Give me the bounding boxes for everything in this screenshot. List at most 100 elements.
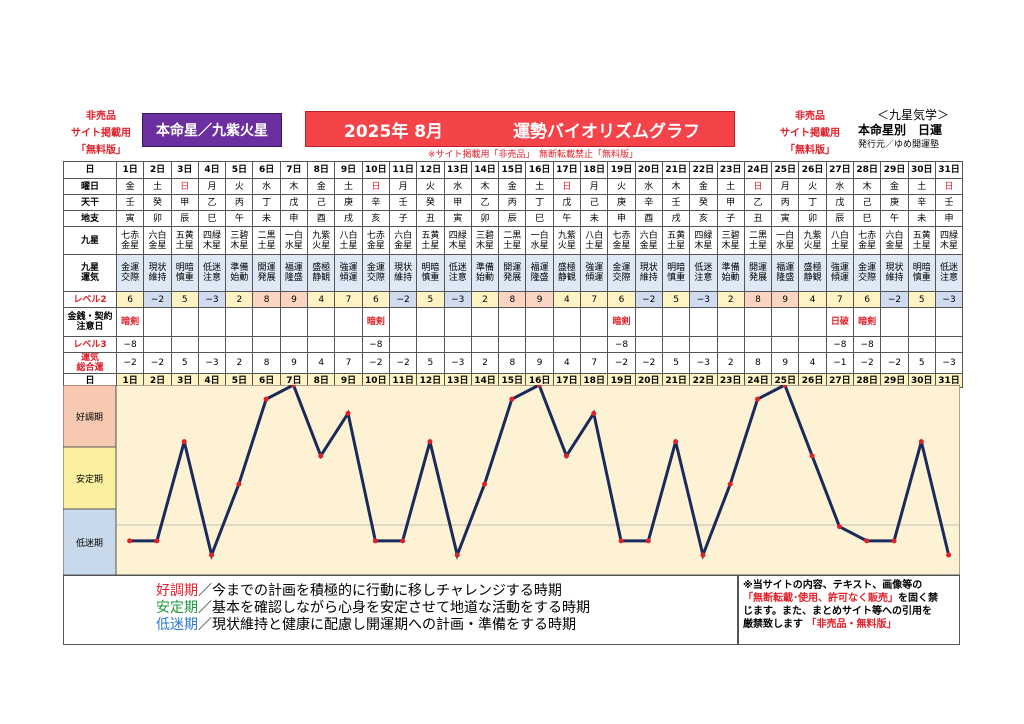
weekday-cell: 土 (907, 178, 936, 195)
right-note-line: 非売品 (795, 111, 825, 122)
weekday-cell: 木 (853, 178, 882, 195)
total-cell: 4 (798, 352, 827, 374)
money-cell (689, 307, 718, 337)
notice: ※サイト掲載用「非売品」 無断転載禁止「無料版」 (428, 150, 639, 160)
unki-cell: 現状 維持 (880, 254, 909, 292)
level3-cell (498, 336, 527, 353)
legend-term: 安定期 (156, 600, 198, 616)
day-cell: 8日 (307, 161, 336, 179)
weekday-cell: 金 (115, 178, 145, 195)
row-label-money: 金銭・契約 注意日 (63, 307, 117, 337)
day-cell: 24日 (743, 161, 773, 179)
level2-cell: 8 (743, 291, 773, 308)
shi-cell: 辰 (170, 210, 199, 227)
money-cell (771, 307, 800, 337)
kan-cell: 甲 (170, 194, 199, 211)
level2-cell: 7 (580, 291, 609, 308)
level3-cell (634, 336, 663, 353)
day2-cell: 20日 (634, 373, 663, 388)
money-cell (334, 307, 363, 337)
kan-cell: 辛 (634, 194, 663, 211)
kan-cell: 壬 (661, 194, 691, 211)
level2-cell: −2 (634, 291, 663, 308)
weekday-cell: 土 (143, 178, 172, 195)
day-cell: 21日 (661, 161, 691, 179)
data-point (154, 538, 160, 544)
kan-cell: 壬 (388, 194, 418, 211)
total-cell: 9 (279, 352, 309, 374)
unki-cell: 低迷 注意 (443, 254, 472, 292)
data-point (727, 481, 733, 487)
data-point (263, 396, 269, 402)
money-cell (470, 307, 500, 337)
level3-cell (525, 336, 554, 353)
data-point (318, 453, 324, 459)
kyusei-cell: 三碧 木星 (225, 226, 254, 255)
total-cell: 5 (661, 352, 691, 374)
legend-text: ／基本を確認しながら心身を安定させて地道な活動をする時期 (198, 600, 590, 616)
level2-cell: 9 (279, 291, 309, 308)
kyusei-cell: 二黒 土星 (252, 226, 281, 255)
unki-cell: 盛極 静観 (552, 254, 582, 292)
kan-cell: 戊 (552, 194, 582, 211)
band-label: 安定期 (76, 473, 103, 485)
shi-cell: 未 (252, 210, 281, 227)
data-point (400, 538, 406, 544)
unki-cell: 金運 交際 (115, 254, 145, 292)
money-cell: 日破 (825, 307, 855, 337)
shi-cell: 酉 (307, 210, 336, 227)
level2-cell: 9 (525, 291, 554, 308)
data-point (618, 538, 624, 544)
day2-cell: 25日 (771, 373, 800, 388)
unki-cell: 準備 始動 (716, 254, 745, 292)
day-cell: 10日 (361, 161, 390, 179)
kan-cell: 庚 (880, 194, 909, 211)
level3-cell (225, 336, 254, 353)
data-point (864, 538, 870, 544)
data-point (427, 439, 433, 445)
day-cell: 29日 (880, 161, 909, 179)
weekday-cell: 月 (388, 178, 418, 195)
kyusei-cell: 二黒 土星 (743, 226, 773, 255)
day2-cell: 4日 (197, 373, 227, 388)
kan-cell: 乙 (470, 194, 500, 211)
kan-cell: 庚 (334, 194, 363, 211)
level3-cell (880, 336, 909, 353)
weekday-cell: 水 (825, 178, 855, 195)
total-cell: −2 (115, 352, 145, 374)
level2-cell: 4 (798, 291, 827, 308)
unki-cell: 盛極 静観 (798, 254, 827, 292)
band-label: 好調期 (76, 411, 103, 423)
day-cell: 6日 (252, 161, 281, 179)
copyright-line: 「無断転載･使用、許可なく販売」を固く禁 (743, 592, 955, 605)
money-cell (498, 307, 527, 337)
day-cell: 15日 (498, 161, 527, 179)
data-point (236, 481, 242, 487)
total-cell: −2 (361, 352, 390, 374)
data-point (563, 453, 569, 459)
data-point (836, 524, 842, 530)
kyusei-cell: 九紫 火星 (798, 226, 827, 255)
level3-cell (334, 336, 363, 353)
legend-text: ／今までの計画を積極的に行動に移しチャレンジする時期 (198, 583, 562, 599)
title-year: 2025年 8月 (344, 121, 444, 142)
unki-cell: 現状 維持 (388, 254, 418, 292)
copyright-red: 「非売品・無料版」 (806, 619, 897, 630)
weekday-cell: 土 (716, 178, 745, 195)
legend-text: ／現状維持と健康に配慮し開運期への計画・準備をする時期 (198, 617, 576, 633)
level3-cell (388, 336, 418, 353)
day-cell: 1日 (115, 161, 145, 179)
level2-cell: 4 (307, 291, 336, 308)
kyusei-cell: 七赤 金星 (607, 226, 636, 255)
shi-cell: 午 (552, 210, 582, 227)
band-label: 低迷期 (76, 537, 103, 549)
copyright-line: 厳禁致します 「非売品・無料版」 (743, 618, 955, 631)
money-cell (197, 307, 227, 337)
kan-cell: 己 (307, 194, 336, 211)
shi-cell: 卯 (470, 210, 500, 227)
data-point (700, 552, 706, 558)
copyright-red: 「無断転載･使用、許可なく販売」 (743, 593, 898, 604)
shi-cell: 未 (907, 210, 936, 227)
total-cell: −3 (197, 352, 227, 374)
kan-cell: 甲 (443, 194, 472, 211)
